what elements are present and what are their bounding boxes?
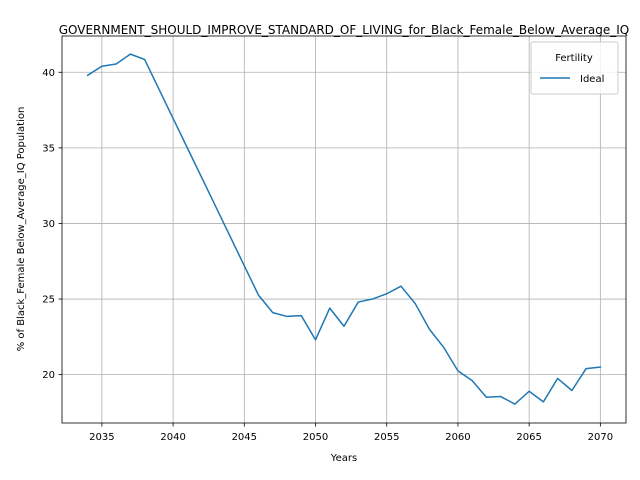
axis-ticks: 2035 2040 2045 2050 2055 2060 2065 2070 20 25 30 35… [42, 68, 613, 443]
legend-title: Fertility [555, 53, 593, 64]
y-tick-label: 20 [42, 370, 55, 381]
x-axis-label: Years [330, 453, 357, 464]
series-lines [86, 53, 602, 405]
legend: Fertility Ideal [530, 41, 619, 95]
legend-box [530, 41, 619, 95]
y-tick-label: 40 [42, 68, 55, 79]
y-tick-label: 30 [42, 219, 55, 230]
legend-label-ideal: Ideal [580, 74, 604, 85]
x-tick-label: 2055 [374, 432, 399, 443]
x-tick-label: 2065 [516, 432, 541, 443]
x-tick-label: 2050 [303, 432, 328, 443]
x-tick-label: 2070 [588, 432, 613, 443]
x-tick-label: 2060 [445, 432, 470, 443]
y-tick-label: 25 [42, 295, 55, 306]
plot-area-frame [61, 35, 627, 424]
x-tick-label: 2035 [89, 432, 114, 443]
x-tick-label: 2045 [232, 432, 257, 443]
y-tick-label: 35 [42, 143, 55, 154]
y-axis-label: % of Black_Female Below_Average_IQ Popul… [16, 107, 27, 352]
chart-title: GOVERNMENT_SHOULD_IMPROVE_STANDARD_OF_LI… [59, 23, 630, 37]
x-tick-label: 2040 [160, 432, 185, 443]
series-line-ideal [86, 53, 602, 405]
